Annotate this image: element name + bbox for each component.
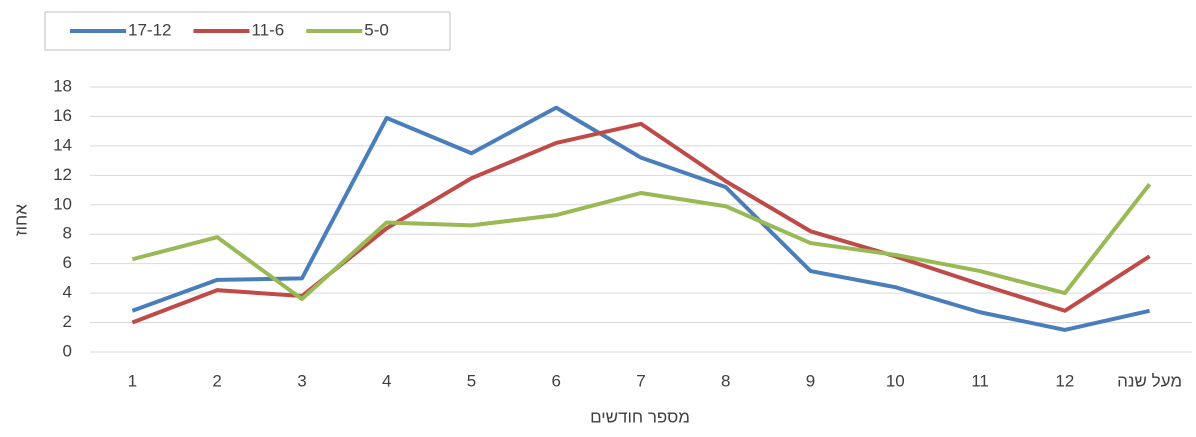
y-tick-label: 2 xyxy=(63,312,72,331)
legend-label: 5-0 xyxy=(364,20,389,39)
y-tick-label: 16 xyxy=(53,106,72,125)
series-line xyxy=(131,182,1152,301)
x-tick-label: 3 xyxy=(297,371,306,390)
x-tick-label: 2 xyxy=(212,371,221,390)
y-tick-label: 10 xyxy=(53,194,72,213)
series-line xyxy=(131,121,1151,325)
series-line xyxy=(131,105,1151,332)
x-tick-label: 1 xyxy=(128,371,137,390)
x-tick-label: 10 xyxy=(886,371,905,390)
x-tick-label: 5 xyxy=(467,371,476,390)
y-tick-label: 12 xyxy=(53,165,72,184)
y-tick-label: 0 xyxy=(63,341,72,360)
x-tick-label: 11 xyxy=(971,371,989,390)
y-tick-label: 14 xyxy=(53,135,72,154)
y-axis-label: אחוז xyxy=(11,204,30,236)
legend-label: 17-12 xyxy=(128,20,171,39)
x-tick-label: 12 xyxy=(1055,371,1074,390)
y-tick-label: 4 xyxy=(63,283,72,302)
y-tick-label: 6 xyxy=(63,253,72,272)
x-tick-label: 8 xyxy=(721,371,730,390)
x-tick-label: מעל שנה xyxy=(1117,371,1182,390)
y-tick-label: 18 xyxy=(53,76,72,95)
x-axis-label: מספר חודשים xyxy=(590,407,690,426)
x-tick-label: 4 xyxy=(382,371,391,390)
y-tick-label: 8 xyxy=(63,224,72,243)
x-tick-label: 7 xyxy=(636,371,645,390)
x-tick-label: 9 xyxy=(806,371,815,390)
x-tick-label: 6 xyxy=(551,371,560,390)
legend-label: 11-6 xyxy=(251,20,284,39)
